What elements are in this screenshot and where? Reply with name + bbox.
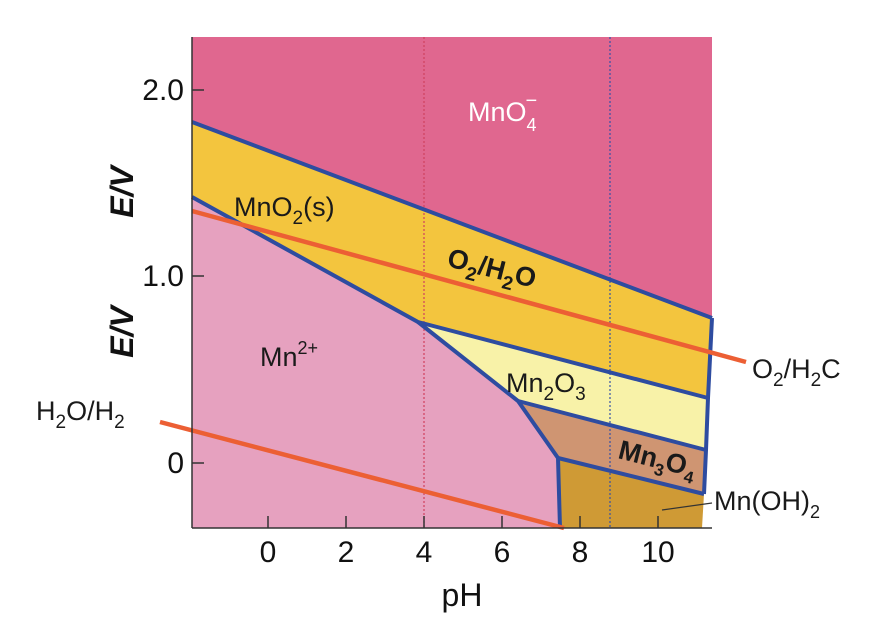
label-mn2o3-a: Mn: [506, 368, 544, 398]
label-mn2o3-b: O: [554, 368, 575, 398]
label-mn2plus-main: Mn: [260, 342, 298, 372]
y-tick-label: 0: [167, 447, 184, 480]
label-h2o-h2-b: O/H: [66, 396, 114, 426]
label-o2-h2o-right-sub1: 2: [773, 370, 784, 391]
label-mno4-sub: 4: [527, 115, 537, 135]
label-o2-h2o-center-sub1: 2: [463, 263, 478, 286]
stability-boundaries: [191, 120, 714, 529]
label-o2-h2o-right-c: C: [821, 354, 841, 384]
label-o2-h2o-right: O2/H2C: [752, 354, 841, 391]
x-tick-label: 8: [572, 536, 589, 569]
y-axis-title-upper: E/V: [104, 164, 140, 218]
label-mn2o3-sub1: 2: [544, 384, 555, 405]
x-tick-label: 6: [494, 536, 511, 569]
x-tick-label: 4: [416, 536, 433, 569]
label-h2o-h2-sub2: 2: [114, 412, 125, 433]
label-mn-oh2-a: Mn(OH): [714, 486, 810, 516]
label-o2-h2o-right-sub2: 2: [811, 370, 822, 391]
x-tick-label: 0: [260, 536, 277, 569]
y-tick-label: 1.0: [142, 260, 184, 293]
region-mnoh2: [558, 458, 704, 528]
label-mn-oh2-sub: 2: [810, 502, 820, 522]
label-o2-h2o-center-sub2: 2: [500, 272, 515, 295]
label-mno4-sup: −: [526, 90, 538, 112]
region-mn3o4: [518, 401, 706, 494]
x-ticks: [267, 516, 659, 528]
region-mno4: [192, 37, 712, 318]
label-mn2o3-sub2: 3: [575, 384, 586, 405]
y-tick-label: 2.0: [142, 74, 184, 107]
label-h2o-h2-a: H: [36, 396, 56, 426]
label-mno4: MnO4 −: [468, 90, 537, 135]
leader-line-mnoh2: [661, 502, 713, 511]
label-o2-h2o-right-a: O: [752, 354, 773, 384]
label-mn2o3: Mn2O3: [506, 368, 586, 405]
region-mn2plus: [192, 197, 560, 528]
water-line-o2-h2o: [191, 208, 747, 365]
x-tick-label: 10: [641, 536, 674, 569]
boundary-mn2o3-mn3o4: [517, 399, 707, 452]
label-h2o-h2: H2O/H2: [36, 396, 125, 433]
label-mn3o4-sub1: 3: [652, 460, 666, 481]
boundary-mno4-mno2: [191, 120, 713, 320]
boundary-mn3o4-mnoh2: [557, 456, 705, 496]
label-mn2plus-sup: 2+: [298, 338, 319, 358]
label-h2o-h2-sub1: 2: [56, 412, 67, 433]
label-mn-oh2: Mn(OH)2: [714, 486, 820, 522]
x-tick-label: 2: [338, 536, 355, 569]
label-o2-h2o-center: O2/H2O: [443, 243, 539, 301]
label-mno4-main: MnO: [468, 97, 527, 127]
label-mno2-b: (s): [303, 192, 334, 222]
boundary-mn2plus-right: [416, 320, 562, 529]
label-o2-h2o-right-b: /H: [784, 354, 811, 384]
label-mn2plus: Mn2+: [260, 338, 318, 372]
label-mno2: MnO2(s): [234, 192, 335, 229]
x-axis-title: pH: [442, 577, 483, 613]
boundary-right-edge: [702, 317, 714, 495]
y-axis-title-lower: E/V: [104, 304, 140, 358]
region-mn2o3: [418, 322, 708, 450]
y-ticks: [192, 89, 204, 464]
region-mno2: [192, 122, 712, 398]
label-mno2-sub: 2: [293, 208, 304, 229]
water-line-h2o-h2: [159, 419, 565, 531]
label-mno2-a: MnO: [234, 192, 293, 222]
